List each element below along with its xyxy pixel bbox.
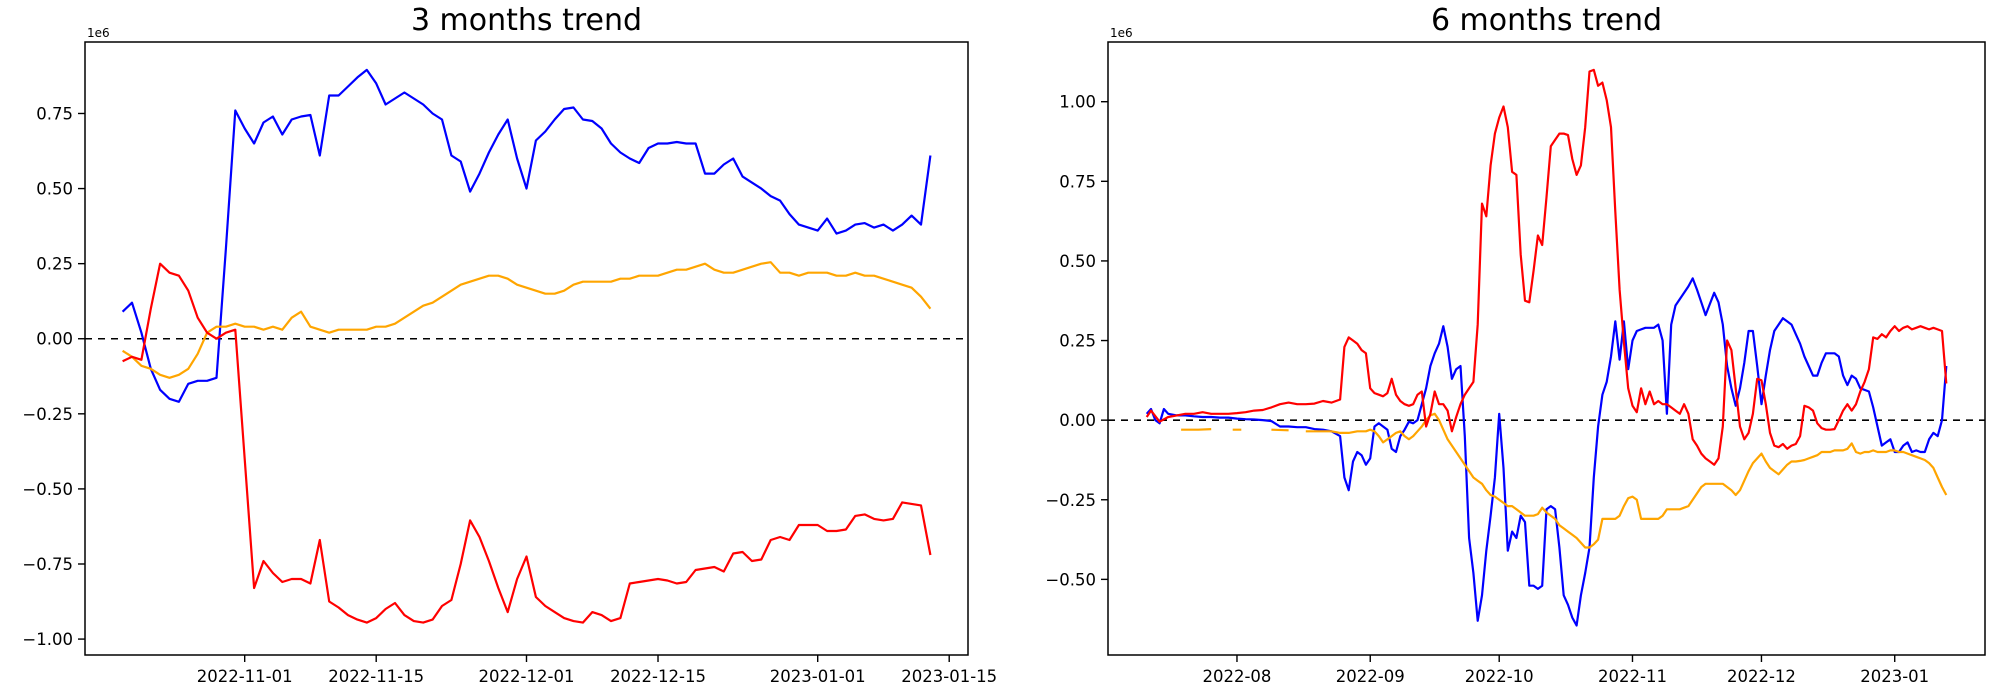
- x-tick-label: 2023-01-01: [770, 667, 866, 686]
- plot-area-3-months: 0.75 0.50 0.25 0.00 −0.25 −0.50 −0.75 −1.00 2022…: [22, 41, 997, 686]
- x-tick-label: 2023-01: [1860, 667, 1929, 686]
- six-months-chart: 6 months trend 1e6 1.00 0.75 0.50 0.25 0.00 −…: [1045, 3, 1986, 686]
- y-tick-label: −0.50: [22, 480, 73, 499]
- x-tick-label: 2022-11: [1598, 667, 1667, 686]
- plot-area-6-months: 1.00 0.75 0.50 0.25 0.00 −0.25 −0.50 2022-08 202…: [1045, 41, 1986, 686]
- y-tick-label: 0.00: [36, 330, 73, 349]
- three-months-chart: 3 months trend 1e6 0.75 0.50 0.25 0.00 −0.25…: [22, 3, 997, 686]
- y-tick-label: −0.75: [22, 555, 73, 574]
- y-axis-offset-label: 1e6: [1110, 26, 1133, 40]
- x-tick-label: 2022-09: [1336, 667, 1405, 686]
- y-tick-label: −0.50: [1045, 570, 1096, 589]
- y-tick-label: −1.00: [22, 630, 73, 649]
- y-tick-label: 0.25: [36, 255, 73, 274]
- series-blue-line: [121, 68, 932, 403]
- y-tick-label: −0.25: [1045, 491, 1096, 510]
- y-tick-label: 0.75: [36, 104, 73, 123]
- axes-spines: [84, 41, 969, 656]
- series-orange-line: [122, 261, 932, 379]
- series-orange-line: [1181, 412, 1948, 549]
- x-tick-label: 2022-11-01: [197, 667, 293, 686]
- y-tick-label: 1.00: [1059, 93, 1096, 112]
- x-tick-label: 2022-12-01: [479, 667, 575, 686]
- y-tick-label: 0.50: [36, 180, 73, 199]
- y-tick-label: −0.25: [22, 405, 73, 424]
- series-red-line: [1145, 68, 1948, 466]
- chart-title-3-months: 3 months trend: [411, 3, 642, 38]
- y-tick-label: 0.25: [1059, 332, 1096, 351]
- x-tick-label: 2022-11-15: [328, 667, 424, 686]
- x-tick-label: 2022-10: [1465, 667, 1534, 686]
- x-tick-label: 2022-12-15: [610, 667, 706, 686]
- y-tick-label: 0.50: [1059, 252, 1096, 271]
- chart-panel-6-months: 6 months trend 1e6 1.00 0.75 0.50 0.25 0.00 −…: [1000, 0, 2000, 700]
- x-tick-label: 2023-01-15: [901, 667, 997, 686]
- series-red-line: [122, 262, 932, 624]
- x-tick-label: 2022-08: [1202, 667, 1271, 686]
- y-tick-label: 0.00: [1059, 411, 1096, 430]
- y-tick-label: 0.75: [1059, 172, 1096, 191]
- chart-title-6-months: 6 months trend: [1431, 3, 1662, 38]
- axes-spines: [1107, 41, 1986, 656]
- chart-panel-3-months: 3 months trend 1e6 0.75 0.50 0.25 0.00 −0.25…: [22, 3, 997, 686]
- y-axis-offset-label: 1e6: [87, 26, 110, 40]
- x-tick-label: 2022-12: [1727, 667, 1796, 686]
